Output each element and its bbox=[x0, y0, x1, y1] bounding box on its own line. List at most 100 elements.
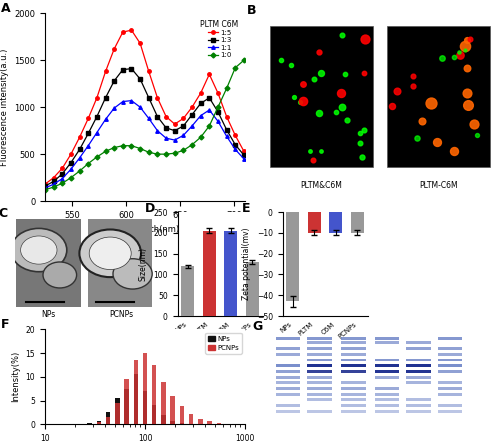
1:0 bbox=[180, 148, 186, 153]
Bar bbox=[438, 387, 462, 390]
1:0 bbox=[42, 187, 48, 193]
1:1 bbox=[42, 185, 48, 191]
Bar bbox=[438, 364, 462, 367]
Bar bbox=[182, 266, 194, 316]
1:3 bbox=[94, 114, 100, 119]
Bar bbox=[341, 370, 365, 373]
1:0 bbox=[120, 143, 126, 149]
Bar bbox=[276, 347, 300, 350]
Bar bbox=[124, 389, 128, 424]
1:0 bbox=[68, 175, 74, 180]
Bar bbox=[96, 420, 101, 424]
Bar bbox=[143, 353, 147, 424]
Bar bbox=[307, 364, 332, 367]
1:3 bbox=[42, 183, 48, 189]
Y-axis label: Fluorescence intensity(a.u.): Fluorescence intensity(a.u.) bbox=[0, 49, 8, 166]
1:3 bbox=[120, 67, 126, 72]
1:0 bbox=[50, 184, 56, 190]
Bar bbox=[341, 399, 365, 401]
1:5 bbox=[102, 69, 108, 74]
Bar bbox=[374, 342, 400, 344]
1:1 bbox=[224, 133, 230, 139]
1:3 bbox=[85, 131, 91, 136]
1:3 bbox=[146, 95, 152, 100]
Bar bbox=[406, 364, 431, 367]
Bar bbox=[307, 410, 332, 413]
Legend: 1:5, 1:3, 1:1, 1:0: 1:5, 1:3, 1:1, 1:0 bbox=[198, 17, 242, 61]
1:5 bbox=[85, 116, 91, 121]
Bar bbox=[307, 358, 332, 362]
Text: 2: 2 bbox=[350, 414, 356, 423]
Bar bbox=[276, 410, 300, 413]
Bar bbox=[106, 412, 110, 424]
1:0 bbox=[85, 161, 91, 166]
Circle shape bbox=[43, 262, 76, 288]
1:0 bbox=[60, 181, 66, 186]
1:1 bbox=[198, 113, 203, 118]
Bar bbox=[406, 364, 431, 367]
Text: G: G bbox=[252, 320, 262, 333]
Bar bbox=[374, 399, 400, 401]
Text: A: A bbox=[1, 2, 11, 15]
1:1 bbox=[68, 167, 74, 172]
Bar bbox=[374, 364, 400, 367]
Bar bbox=[406, 370, 431, 373]
Line: 1:5: 1:5 bbox=[44, 28, 246, 186]
1:5 bbox=[94, 95, 100, 100]
Bar bbox=[341, 358, 365, 362]
1:1 bbox=[60, 176, 66, 181]
Bar bbox=[341, 404, 365, 407]
Y-axis label: Zeta potential(mv): Zeta potential(mv) bbox=[242, 228, 251, 301]
Bar bbox=[406, 376, 431, 378]
Text: D: D bbox=[145, 202, 156, 215]
Bar bbox=[307, 364, 332, 367]
1:5 bbox=[146, 69, 152, 74]
1:3 bbox=[206, 95, 212, 100]
Bar bbox=[180, 406, 184, 424]
1:0 bbox=[76, 168, 82, 174]
1:0 bbox=[102, 149, 108, 154]
Bar bbox=[208, 422, 212, 424]
Circle shape bbox=[20, 236, 57, 264]
Text: B: B bbox=[246, 4, 256, 17]
1:1 bbox=[189, 123, 195, 129]
Line: 1:0: 1:0 bbox=[44, 58, 246, 191]
1:3 bbox=[241, 152, 247, 158]
1:0 bbox=[94, 154, 100, 160]
1:1 bbox=[128, 98, 134, 103]
1:3 bbox=[180, 123, 186, 129]
1:3 bbox=[163, 125, 169, 130]
1:3 bbox=[60, 171, 66, 176]
Text: 4: 4 bbox=[416, 414, 422, 423]
1:1 bbox=[146, 116, 152, 121]
1:3 bbox=[172, 128, 177, 133]
Bar bbox=[276, 387, 300, 390]
Circle shape bbox=[89, 237, 131, 270]
Bar bbox=[374, 376, 400, 378]
1:5 bbox=[137, 41, 143, 46]
Bar bbox=[341, 393, 365, 396]
1:0 bbox=[241, 57, 247, 63]
Bar bbox=[341, 342, 365, 344]
1:1 bbox=[163, 136, 169, 141]
1:5 bbox=[232, 133, 238, 138]
Bar bbox=[276, 370, 300, 373]
1:1 bbox=[180, 133, 186, 138]
1:5 bbox=[206, 72, 212, 77]
1:5 bbox=[189, 104, 195, 110]
Bar bbox=[374, 364, 400, 367]
1:0 bbox=[215, 104, 221, 110]
Bar bbox=[198, 419, 202, 424]
1:1 bbox=[50, 182, 56, 187]
1:5 bbox=[198, 91, 203, 96]
Bar bbox=[374, 404, 400, 407]
1:3 bbox=[189, 112, 195, 117]
1:1 bbox=[85, 143, 91, 149]
1:5 bbox=[180, 116, 186, 121]
1:5 bbox=[120, 29, 126, 34]
Bar bbox=[16, 219, 81, 308]
Legend: NPs, PCNPs: NPs, PCNPs bbox=[205, 333, 242, 354]
Text: PCNPs: PCNPs bbox=[110, 310, 134, 319]
1:5 bbox=[163, 114, 169, 119]
Bar bbox=[438, 381, 462, 384]
